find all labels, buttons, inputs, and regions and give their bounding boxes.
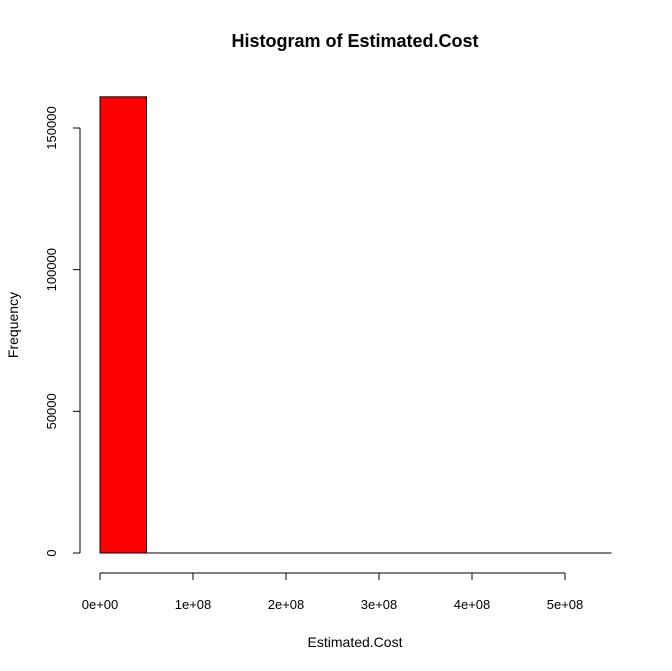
y-axis: 0 50000 100000 150000 [44, 106, 81, 557]
y-tick-label-3: 150000 [44, 106, 59, 149]
y-tick-label-0: 0 [44, 549, 59, 556]
histogram-bar-0 [99, 96, 147, 554]
chart-title: Histogram of Estimated.Cost [231, 31, 478, 51]
x-tick-label-5: 5e+08 [547, 597, 584, 612]
x-tick-label-2: 2e+08 [268, 597, 305, 612]
y-tick-label-2: 100000 [44, 248, 59, 291]
x-axis: 0e+00 1e+08 2e+08 3e+08 4e+08 5e+08 [82, 572, 584, 612]
y-tick-label-1: 50000 [44, 393, 59, 429]
x-tick-label-4: 4e+08 [454, 597, 491, 612]
x-tick-label-0: 0e+00 [82, 597, 119, 612]
x-tick-label-1: 1e+08 [175, 597, 212, 612]
x-axis-label: Estimated.Cost [308, 634, 403, 650]
bars-group [99, 96, 612, 554]
y-axis-label: Frequency [5, 292, 21, 358]
x-tick-label-3: 3e+08 [361, 597, 398, 612]
